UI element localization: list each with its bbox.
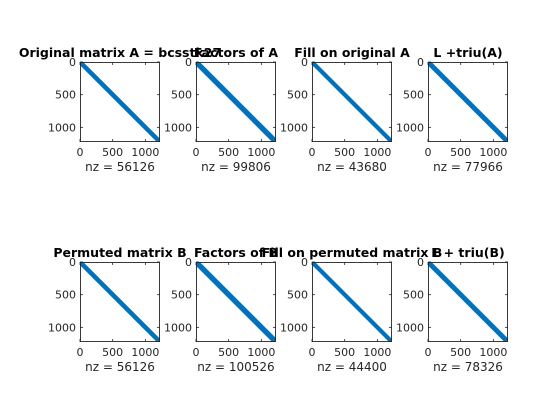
x-tick-label: 1000 [479,346,507,359]
y-tick-label: 500 [403,89,424,102]
sparsity-band [80,262,160,342]
x-tick-label: 1000 [131,146,159,159]
y-tick-label: 0 [69,56,76,69]
nonzero-count-label: nz = 43680 [317,160,387,174]
x-tick-label: 0 [193,146,200,159]
subplot-title: Permuted matrix B [53,245,186,260]
y-tick-label: 0 [301,256,308,269]
y-tick-label: 1000 [280,321,308,334]
y-tick-label: 1000 [48,321,76,334]
subplot-title: Fill on original A [294,45,410,60]
subplot-title: Factors of B [194,245,278,260]
y-tick-label: 500 [171,89,192,102]
x-tick-label: 0 [425,146,432,159]
y-tick-label: 0 [185,56,192,69]
y-tick-label: 0 [417,256,424,269]
y-tick-label: 500 [403,289,424,302]
x-tick-label: 0 [193,346,200,359]
sparsity-band [80,62,160,142]
subplot-title: Factors of A [194,45,279,60]
x-tick-label: 1000 [479,146,507,159]
x-tick-label: 0 [425,346,432,359]
axes-frame [428,62,508,142]
subplot-title: Original matrix A = bcsstk27 [19,45,221,60]
x-tick-label: 500 [218,346,239,359]
axes-frame [428,262,508,342]
y-tick-label: 1000 [48,121,76,134]
axes-frame [80,62,160,142]
y-tick-label: 0 [301,56,308,69]
axes-frame [312,262,392,342]
x-tick-label: 1000 [363,146,391,159]
x-tick-label: 500 [334,146,355,159]
x-tick-label: 0 [77,146,84,159]
y-tick-label: 1000 [280,121,308,134]
y-tick-label: 1000 [164,321,192,334]
x-tick-label: 500 [450,146,471,159]
sparsity-band [428,262,508,342]
sparsity-band [196,262,276,342]
nonzero-count-label: nz = 56126 [85,360,155,374]
y-tick-label: 1000 [164,121,192,134]
y-tick-label: 0 [69,256,76,269]
x-tick-label: 500 [218,146,239,159]
y-tick-label: 500 [55,89,76,102]
axes-frame [196,262,276,342]
x-tick-label: 1000 [131,346,159,359]
subplot-title: L + triu(B) [431,245,504,260]
sparsity-band [312,62,392,142]
y-tick-label: 500 [287,289,308,302]
subplot-title: L +triu(A) [433,45,502,60]
y-tick-label: 500 [171,289,192,302]
y-tick-label: 500 [55,289,76,302]
y-tick-label: 1000 [396,121,424,134]
x-tick-label: 500 [450,346,471,359]
x-tick-label: 500 [102,146,123,159]
sparsity-band [312,262,392,342]
y-tick-label: 0 [185,256,192,269]
sparsity-band [428,62,508,142]
x-tick-label: 1000 [247,146,275,159]
y-tick-label: 500 [287,89,308,102]
nonzero-count-label: nz = 100526 [197,360,274,374]
nonzero-count-label: nz = 99806 [201,160,271,174]
axes-frame [312,62,392,142]
subplot-title: Fill on permuted matrix B [262,245,443,260]
nonzero-count-label: nz = 56126 [85,160,155,174]
nonzero-count-label: nz = 77966 [433,160,503,174]
y-tick-label: 1000 [396,321,424,334]
x-tick-label: 1000 [247,346,275,359]
axes-frame [196,62,276,142]
nonzero-count-label: nz = 78326 [433,360,503,374]
nonzero-count-label: nz = 44400 [317,360,387,374]
x-tick-label: 500 [102,346,123,359]
x-tick-label: 1000 [363,346,391,359]
x-tick-label: 0 [309,346,316,359]
y-tick-label: 0 [417,56,424,69]
x-tick-label: 500 [334,346,355,359]
axes-frame [80,262,160,342]
x-tick-label: 0 [77,346,84,359]
x-tick-label: 0 [309,146,316,159]
sparsity-band [196,62,276,142]
